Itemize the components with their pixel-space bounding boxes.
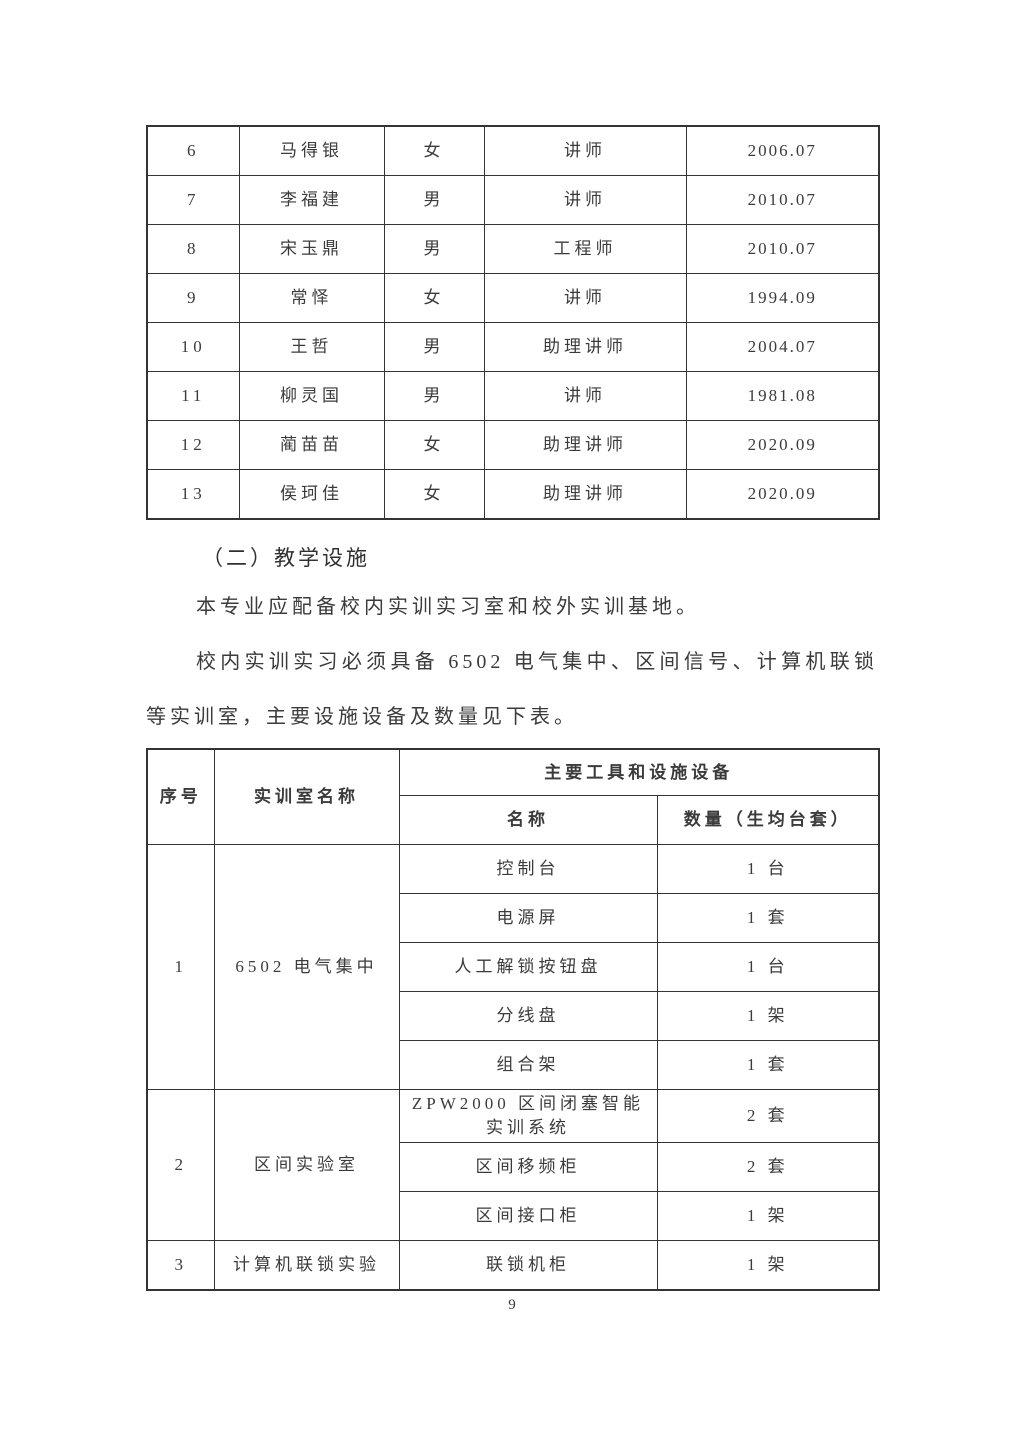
teacher-no: 11: [146, 371, 240, 421]
teacher-name: 蔺苗苗: [238, 420, 385, 470]
teacher-row: 7 李福建男讲师 2010.07: [146, 175, 880, 225]
teacher-no: 8: [146, 224, 240, 274]
teacher-no: 13: [146, 469, 240, 520]
room-name: 区间实验室: [213, 1089, 400, 1241]
col-header-qty: 数量（生均台套）: [656, 795, 880, 845]
equipment-name: 区间移频柜: [398, 1142, 658, 1192]
equipment-qty: 1 套: [656, 1040, 880, 1090]
teacher-title: 讲师: [483, 125, 687, 176]
equipment-qty: 2 套: [656, 1089, 880, 1143]
col-header-no: 序号: [146, 748, 215, 845]
teacher-name: 侯珂佳: [238, 469, 385, 520]
teacher-name: 宋玉鼎: [238, 224, 385, 274]
room-name: 计算机联锁实验: [213, 1240, 400, 1291]
teacher-title: 助理讲师: [483, 469, 687, 520]
facilities-header-row-2: 名称 数量（生均台套）: [147, 795, 880, 845]
teacher-gender: 男: [383, 322, 485, 372]
teacher-title: 工程师: [483, 224, 687, 274]
facility-row: 电源屏 1 套: [147, 893, 880, 943]
equipment-qty: 1 架: [656, 1240, 880, 1291]
facility-row: 3 计算机联锁实验 联锁机柜 1 架: [146, 1240, 880, 1291]
teacher-row: 10 王哲男助理讲师 2004.07: [146, 322, 880, 372]
equipment-name: ZPW2000 区间闭塞智能实训系统: [398, 1089, 658, 1143]
teacher-gender: 女: [383, 420, 485, 470]
room-no: 1: [146, 844, 215, 1090]
teachers-table: 6 马得银女讲师 2006.07 7 李福建男讲师 2010.07 8 宋玉鼎男工程师 2010…: [146, 125, 880, 520]
facility-row: 1 6502 电气集中 控制台 1 台: [146, 844, 880, 1090]
facility-row: 2 区间实验室 ZPW2000 区间闭塞智能实训系统 2 套: [146, 1089, 880, 1241]
col-header-tools-group: 主要工具和设施设备: [398, 748, 880, 796]
teacher-gender: 男: [383, 175, 485, 225]
room-no: 2: [146, 1089, 215, 1241]
equipment-qty: 1 架: [656, 991, 880, 1041]
teacher-title: 助理讲师: [483, 322, 687, 372]
teacher-row: 12 蔺苗苗女助理讲师 2020.09: [146, 420, 880, 470]
teacher-title: 助理讲师: [483, 420, 687, 470]
teacher-row: 13 侯珂佳女助理讲师 2020.09: [146, 469, 880, 520]
teacher-name: 王哲: [238, 322, 385, 372]
teacher-gender: 男: [383, 371, 485, 421]
teacher-start-date: 2006.07: [685, 125, 880, 176]
teacher-no: 10: [146, 322, 240, 372]
teacher-row: 9 常怿女讲师 1994.09: [146, 273, 880, 323]
equipment-qty: 1 台: [656, 844, 880, 894]
teacher-start-date: 2020.09: [685, 469, 880, 520]
teacher-name: 李福建: [238, 175, 385, 225]
equipment-name: 联锁机柜: [398, 1240, 658, 1291]
equipment-qty: 2 套: [656, 1142, 880, 1192]
paragraph-requirements: 校内实训实习必须具备 6502 电气集中、区间信号、计算机联锁等实训室，主要设施…: [146, 651, 878, 728]
facility-row: 区间接口柜 1 架: [147, 1191, 880, 1241]
teacher-name: 马得银: [238, 125, 385, 176]
page-number: 9: [508, 1297, 516, 1313]
equipment-qty: 1 台: [656, 942, 880, 992]
equipment-qty: 1 套: [656, 893, 880, 943]
teacher-title: 讲师: [483, 175, 687, 225]
teacher-start-date: 2004.07: [685, 322, 880, 372]
teacher-name: 常怿: [238, 273, 385, 323]
col-header-name: 名称: [398, 795, 658, 845]
facilities-header-row-1: 序号 实训室名称 主要工具和设施设备: [146, 748, 880, 845]
teacher-title: 讲师: [483, 273, 687, 323]
teacher-no: 12: [146, 420, 240, 470]
equipment-name: 人工解锁按钮盘: [398, 942, 658, 992]
teacher-gender: 女: [383, 469, 485, 520]
teacher-row: 6 马得银女讲师 2006.07: [146, 125, 880, 176]
teacher-gender: 女: [383, 125, 485, 176]
teacher-start-date: 2010.07: [685, 224, 880, 274]
teacher-name: 柳灵国: [238, 371, 385, 421]
teacher-row: 8 宋玉鼎男工程师 2010.07: [146, 224, 880, 274]
teacher-start-date: 1994.09: [685, 273, 880, 323]
teacher-start-date: 2020.09: [685, 420, 880, 470]
col-header-room: 实训室名称: [213, 748, 400, 845]
facility-row: 分线盘 1 架: [147, 991, 880, 1041]
equipment-name: 电源屏: [398, 893, 658, 943]
facility-row: 人工解锁按钮盘 1 台: [147, 942, 880, 992]
room-no: 3: [146, 1240, 215, 1291]
teacher-no: 9: [146, 273, 240, 323]
teacher-gender: 女: [383, 273, 485, 323]
teacher-row: 11 柳灵国男讲师 1981.08: [146, 371, 880, 421]
teacher-no: 6: [146, 125, 240, 176]
teacher-gender: 男: [383, 224, 485, 274]
equipment-name: 组合架: [398, 1040, 658, 1090]
teacher-start-date: 1981.08: [685, 371, 880, 421]
equipment-name: 区间接口柜: [398, 1191, 658, 1241]
facility-row: 区间移频柜 2 套: [147, 1142, 880, 1192]
teacher-title: 讲师: [483, 371, 687, 421]
equipment-name: 分线盘: [398, 991, 658, 1041]
equipment-qty: 1 架: [656, 1191, 880, 1241]
room-name: 6502 电气集中: [213, 844, 400, 1090]
teacher-start-date: 2010.07: [685, 175, 880, 225]
teacher-no: 7: [146, 175, 240, 225]
section-heading: （二）教学设施: [202, 546, 370, 570]
facilities-table: 序号 实训室名称 主要工具和设施设备 名称 数量（生均台套） 1 6502 电气集…: [146, 748, 880, 1291]
equipment-name: 控制台: [398, 844, 658, 894]
facility-row: 组合架 1 套: [147, 1040, 880, 1090]
paragraph-intro: 本专业应配备校内实训实习室和校外实训基地。: [196, 596, 700, 618]
